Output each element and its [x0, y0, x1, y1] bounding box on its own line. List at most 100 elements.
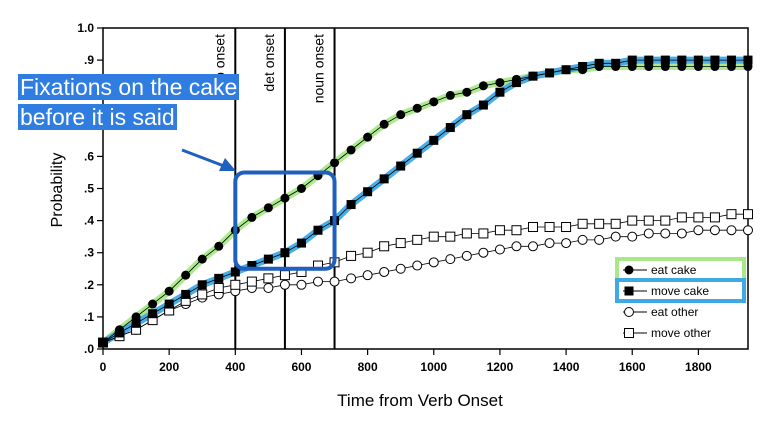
data-point: [743, 209, 753, 220]
data-point: [395, 238, 406, 249]
data-point: [462, 110, 472, 120]
data-point: [445, 123, 455, 133]
data-point: [624, 328, 634, 338]
data-point: [627, 55, 637, 65]
event-line-label: det onset: [261, 34, 277, 92]
data-point: [346, 145, 356, 155]
data-point: [115, 325, 125, 335]
arrow-shaft: [181, 148, 225, 168]
data-point: [726, 209, 737, 220]
data-point: [676, 212, 687, 223]
data-point: [429, 135, 439, 145]
data-point: [412, 148, 422, 158]
data-point: [693, 62, 703, 72]
data-point: [379, 119, 389, 129]
arrow-head: [219, 158, 236, 171]
data-point: [726, 62, 736, 72]
data-point: [246, 276, 257, 287]
legend-label: eat cake: [651, 263, 697, 277]
y-tick-label: .0: [84, 342, 94, 356]
event-line-label: noun onset: [311, 34, 327, 103]
legend-label: move other: [651, 326, 711, 340]
legend-item: eat other: [623, 305, 698, 319]
data-point: [379, 174, 389, 184]
data-point: [263, 273, 274, 284]
data-point: [362, 247, 373, 258]
data-point: [428, 231, 439, 242]
data-point: [279, 279, 290, 290]
data-point: [511, 225, 522, 236]
data-point: [610, 231, 621, 242]
data-point: [197, 254, 207, 264]
data-point: [577, 218, 588, 229]
data-point: [743, 55, 753, 65]
data-point: [594, 218, 605, 229]
data-point: [379, 241, 390, 252]
data-point: [428, 257, 439, 268]
y-tick-label: .5: [84, 182, 94, 196]
x-tick-label: 1800: [685, 360, 712, 374]
data-point: [379, 266, 390, 277]
y-tick-label: .4: [84, 214, 94, 228]
data-point: [98, 338, 108, 348]
data-point: [230, 279, 241, 290]
data-point: [545, 68, 555, 78]
legend-label: move cake: [651, 284, 709, 298]
data-point: [644, 62, 654, 72]
x-tick-label: 600: [291, 360, 311, 374]
data-point: [577, 234, 588, 245]
data-point: [693, 55, 703, 65]
data-point: [445, 231, 456, 242]
data-point: [478, 81, 488, 91]
x-axis-label: Time from Verb Onset: [337, 391, 503, 410]
data-point: [693, 212, 704, 223]
data-point: [461, 228, 472, 239]
data-point: [528, 222, 538, 233]
data-point: [627, 215, 638, 226]
legend: eat cake move cake eat other move other: [615, 257, 746, 340]
data-point: [296, 238, 306, 248]
data-point: [611, 62, 621, 72]
data-point: [643, 215, 654, 226]
data-point: [726, 55, 736, 65]
x-tick-label: 1000: [420, 360, 447, 374]
data-point: [247, 261, 257, 271]
data-point: [511, 74, 521, 84]
x-tick-label: 400: [225, 360, 245, 374]
data-point: [624, 307, 634, 317]
data-point: [709, 212, 720, 223]
data-point: [363, 187, 373, 197]
data-point: [181, 289, 191, 299]
data-point: [395, 263, 406, 274]
data-point: [643, 228, 654, 239]
data-point: [429, 97, 439, 107]
data-point: [494, 225, 505, 236]
y-axis-label: Probability: [49, 153, 66, 228]
data-point: [743, 62, 753, 72]
data-point: [181, 270, 191, 280]
data-point: [660, 228, 671, 239]
data-point: [495, 87, 505, 97]
data-point: [197, 280, 207, 290]
data-point: [412, 260, 423, 271]
series-line: [102, 229, 748, 343]
data-point: [544, 238, 555, 249]
legend-label: eat other: [651, 305, 698, 319]
x-tick-label: 800: [358, 360, 378, 374]
series-line: [102, 66, 748, 343]
x-axis-ticks: 0 200 400 600 800 1000 1200 1400 1600 1800: [100, 349, 712, 374]
y-tick-label: .6: [84, 149, 94, 163]
data-point: [329, 276, 340, 287]
legend-item: move cake: [623, 284, 709, 298]
data-point: [528, 241, 538, 252]
data-point: [511, 241, 522, 252]
data-point: [478, 100, 488, 110]
data-point: [280, 193, 290, 203]
series-line: [102, 213, 748, 343]
data-point: [214, 273, 224, 283]
data-point: [693, 225, 704, 236]
data-point: [743, 225, 753, 236]
y-tick-label: .1: [84, 310, 94, 324]
highlight-region-box: [233, 170, 337, 271]
